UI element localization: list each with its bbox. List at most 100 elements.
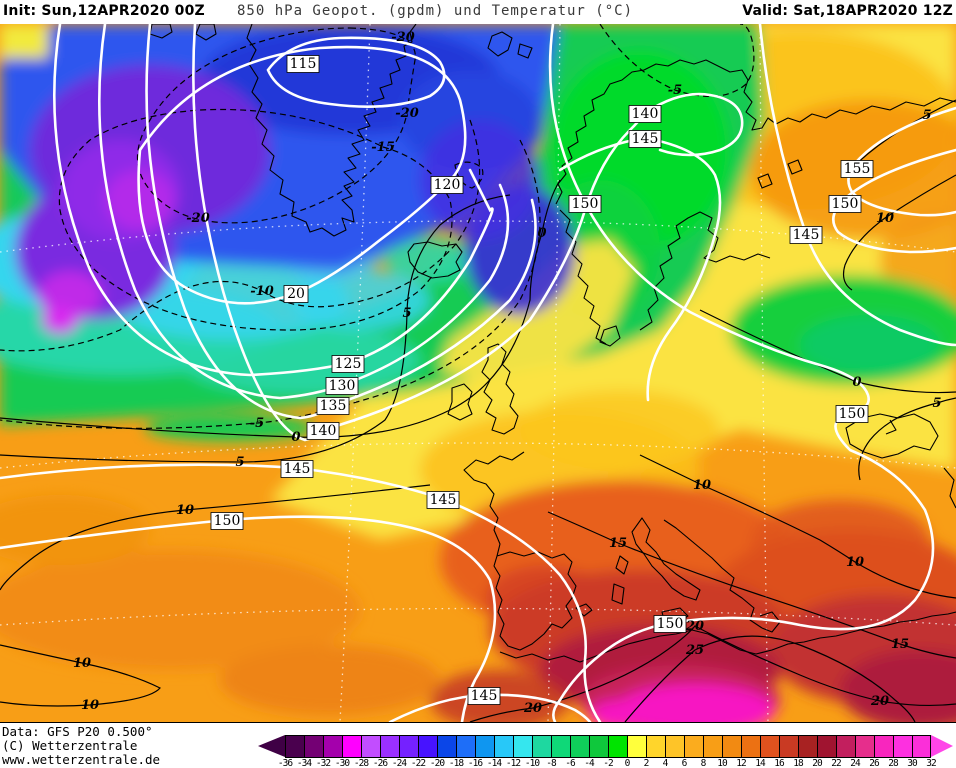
legend-tick: 24: [850, 758, 861, 768]
geopotential-label: 145: [628, 130, 662, 148]
legend-cell: [513, 735, 532, 758]
data-source-label: Data: GFS P20 0.500°: [2, 724, 153, 739]
temperature-label: 5: [922, 108, 931, 123]
legend-tick: -10: [524, 758, 540, 768]
svg-text:150: 150: [214, 513, 241, 529]
legend-cell: [741, 735, 760, 758]
geopotential-label: 150: [210, 512, 244, 530]
legend-cell: [361, 735, 380, 758]
legend-tick: 4: [662, 758, 669, 768]
legend-tick: -16: [467, 758, 483, 768]
legend-tick: 16: [774, 758, 785, 768]
svg-text:135: 135: [320, 398, 347, 414]
geopotential-label: 20: [283, 285, 309, 303]
legend-cell: [665, 735, 684, 758]
temperature-label: 20: [685, 619, 704, 634]
svg-text:145: 145: [471, 688, 498, 704]
legend-tick: 26: [869, 758, 880, 768]
legend-left-arrow-icon: [258, 735, 285, 757]
header-bar: Init: Sun,12APR2020 00Z 850 hPa Geopot. …: [0, 0, 956, 24]
geopotential-label: 125: [331, 355, 365, 373]
legend-cell: [912, 735, 931, 758]
legend-tick: 6: [681, 758, 688, 768]
weather-map: -20 -20 -15 -20 -10 -5 -5 0 0 0 5 5 5 5 10 10 10 10 10 10 15…: [0, 24, 956, 723]
legend-tick: -8: [546, 758, 557, 768]
temperature-label: 25: [685, 643, 704, 658]
temperature-label: 10: [846, 555, 864, 570]
geopotential-label: 115: [286, 55, 320, 73]
legend-right-arrow-icon: [931, 735, 953, 757]
legend-cell: [627, 735, 646, 758]
geopotential-label-layer: 1151202014014515015515014512513013514014…: [210, 55, 874, 705]
temperature-label: 5: [402, 306, 411, 321]
temperature-label: -20: [186, 211, 210, 226]
legend-tick: -2: [603, 758, 614, 768]
legend-tick: 0: [624, 758, 631, 768]
geopotential-label: 150: [653, 615, 687, 633]
footer-bar: Data: GFS P20 0.500° (C) Wetterzentrale …: [0, 723, 956, 768]
temperature-label: 5: [235, 455, 244, 470]
svg-text:20: 20: [287, 286, 305, 302]
legend-cell: [456, 735, 475, 758]
website-label: www.wetterzentrale.de: [2, 752, 161, 767]
temperature-label: 0: [852, 375, 861, 390]
legend-tick: 18: [793, 758, 804, 768]
legend-cell: [855, 735, 874, 758]
svg-text:150: 150: [572, 196, 599, 212]
color-scale-legend: -36 -34 -32 -30 -28 -26 -24 -22 -20 -18 -16 -14 -12-…: [258, 735, 956, 768]
geopotential-label: 145: [426, 491, 460, 509]
svg-text:130: 130: [329, 378, 356, 394]
svg-text:115: 115: [290, 56, 317, 72]
svg-text:155: 155: [844, 161, 871, 177]
legend-tick: 12: [736, 758, 747, 768]
temperature-label: -20: [395, 106, 419, 121]
svg-text:145: 145: [284, 461, 311, 477]
legend-cell: [494, 735, 513, 758]
svg-text:145: 145: [430, 492, 457, 508]
coastlines: [149, 24, 956, 663]
legend-tick: -26: [372, 758, 388, 768]
legend-tick: -22: [410, 758, 426, 768]
legend-cell: [703, 735, 722, 758]
svg-text:150: 150: [839, 406, 866, 422]
geopotential-label: 140: [628, 105, 662, 123]
legend-cell: [380, 735, 399, 758]
legend-tick: 22: [831, 758, 842, 768]
valid-time-label: Valid: Sat,18APR2020 12Z: [742, 3, 953, 19]
temperature-label: 10: [176, 503, 194, 518]
svg-text:120: 120: [434, 177, 461, 193]
legend-tick: -4: [584, 758, 595, 768]
svg-text:140: 140: [310, 423, 337, 439]
svg-text:150: 150: [832, 196, 859, 212]
geopotential-label: 150: [828, 195, 862, 213]
temperature-label: 10: [876, 211, 894, 226]
legend-cell: [551, 735, 570, 758]
legend-cell: [418, 735, 437, 758]
svg-text:145: 145: [793, 227, 820, 243]
legend-cell: [399, 735, 418, 758]
legend-cell: [684, 735, 703, 758]
temperature-label: -5: [250, 416, 264, 431]
legend-tick: -18: [448, 758, 464, 768]
temperature-label: 20: [523, 701, 542, 716]
temperature-label: -10: [250, 284, 274, 299]
legend-tick: -20: [429, 758, 445, 768]
legend-tick: -30: [334, 758, 350, 768]
temperature-label: 0: [291, 430, 300, 445]
geopotential-label: 140: [306, 422, 340, 440]
geopotential-label: 150: [835, 405, 869, 423]
legend-cell: [285, 735, 304, 758]
legend-tick: -28: [353, 758, 369, 768]
legend-cell: [779, 735, 798, 758]
legend-cell: [722, 735, 741, 758]
temperature-label: -15: [371, 140, 395, 155]
legend-cell: [817, 735, 836, 758]
temperature-label: 15: [609, 536, 627, 551]
legend-cell: [646, 735, 665, 758]
legend-bar: [258, 735, 953, 758]
legend-tick: -32: [315, 758, 331, 768]
legend-cell: [893, 735, 912, 758]
init-time-label: Init: Sun,12APR2020 00Z: [3, 3, 205, 19]
geopotential-label: 150: [568, 195, 602, 213]
temperature-label: 0: [537, 226, 546, 241]
